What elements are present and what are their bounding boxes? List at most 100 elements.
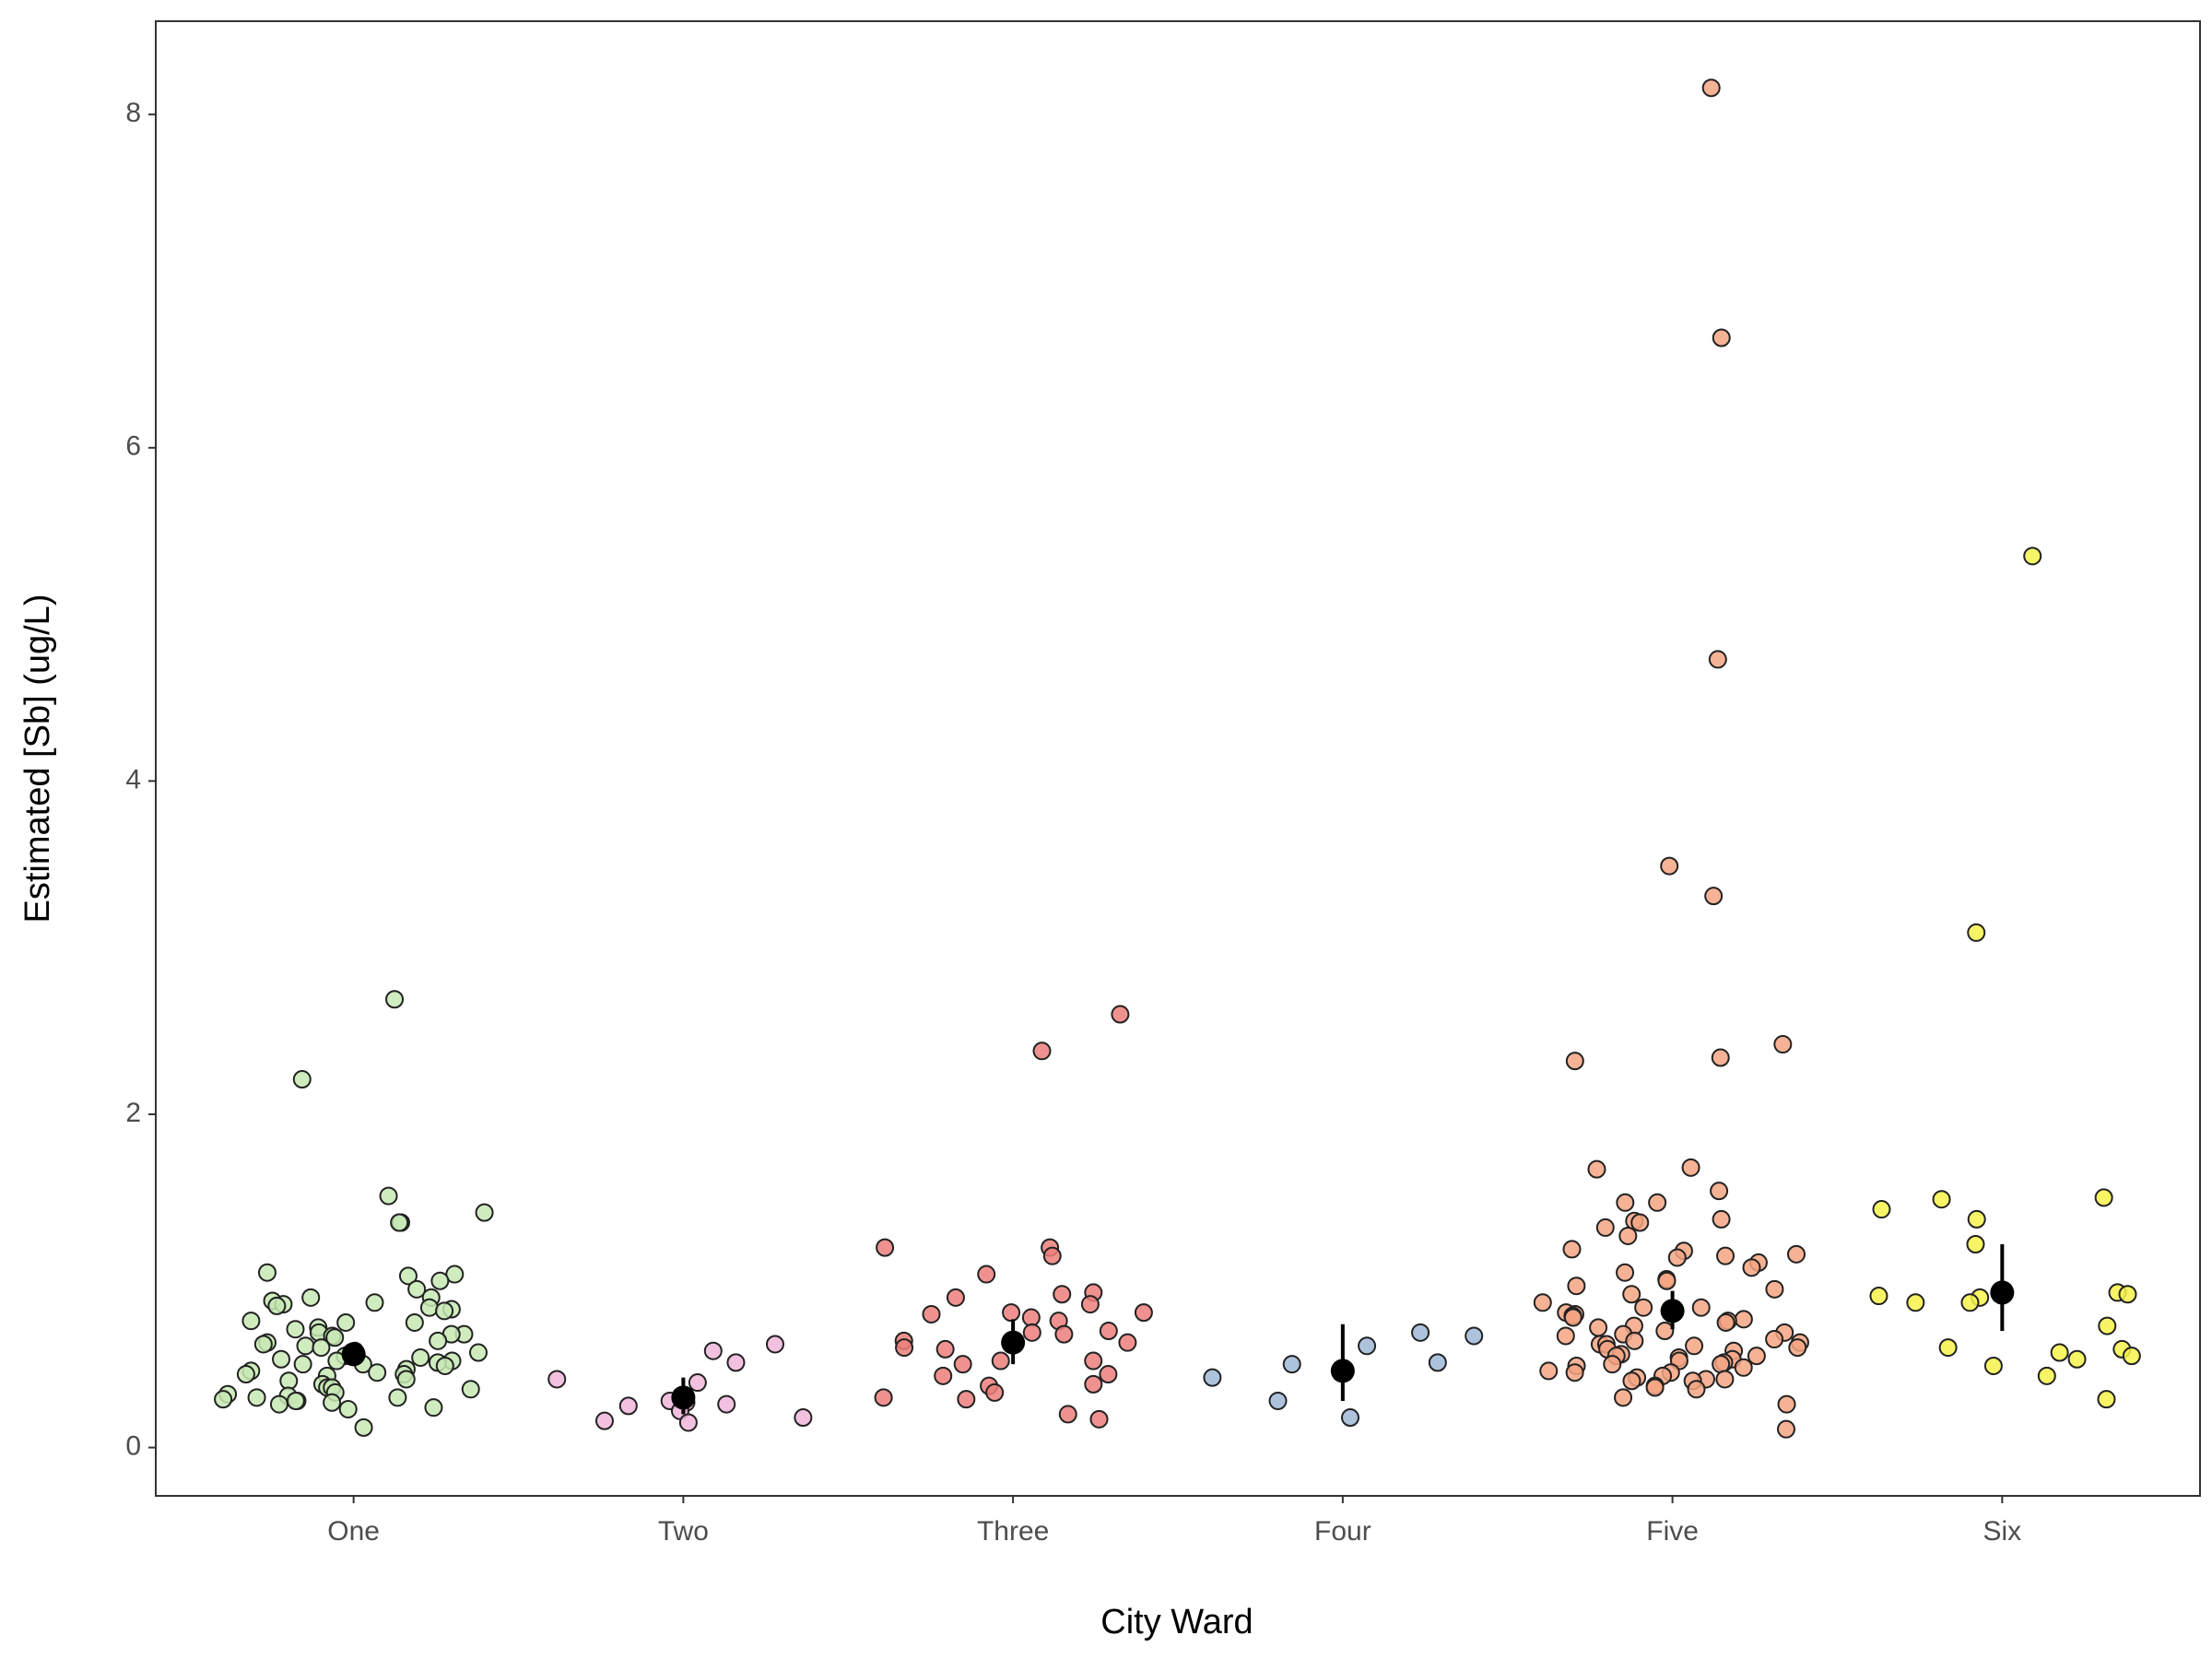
data-point xyxy=(1054,1324,1074,1344)
data-point xyxy=(1711,1048,1730,1067)
data-point xyxy=(1869,1287,1888,1306)
data-point xyxy=(365,1293,384,1312)
data-point xyxy=(269,1394,288,1414)
data-point xyxy=(977,1265,996,1284)
data-point xyxy=(2097,1390,2116,1409)
data-point xyxy=(1773,1035,1793,1054)
data-point xyxy=(1622,1285,1641,1304)
data-point xyxy=(1622,1371,1641,1391)
data-point xyxy=(1603,1355,1622,1374)
data-point xyxy=(247,1388,266,1407)
data-point xyxy=(1983,1356,2003,1375)
data-point xyxy=(1618,1226,1638,1245)
data-point xyxy=(1708,650,1727,669)
data-point xyxy=(1625,1331,1644,1350)
data-point xyxy=(703,1341,723,1360)
data-point xyxy=(1634,1298,1653,1317)
data-point xyxy=(1084,1351,1103,1371)
data-point xyxy=(1428,1353,1447,1372)
data-point xyxy=(1118,1333,1137,1352)
data-point xyxy=(312,1338,331,1358)
data-point xyxy=(1341,1408,1360,1428)
data-point xyxy=(1058,1405,1077,1424)
data-point xyxy=(2098,1316,2117,1335)
data-point xyxy=(1712,328,1731,347)
data-point xyxy=(1655,1322,1675,1341)
data-point xyxy=(2037,1366,2056,1385)
data-point xyxy=(1734,1310,1753,1329)
data-point xyxy=(469,1343,488,1362)
data-point xyxy=(2094,1188,2113,1207)
data-point xyxy=(236,1365,255,1384)
data-point xyxy=(1630,1213,1650,1232)
data-point xyxy=(985,1382,1005,1402)
data-point xyxy=(1667,1248,1687,1267)
data-point xyxy=(1616,1193,1635,1212)
data-point xyxy=(323,1393,342,1412)
data-point xyxy=(1704,887,1724,906)
data-point xyxy=(1616,1263,1635,1282)
data-point xyxy=(257,1263,276,1282)
data-point xyxy=(1021,1308,1041,1327)
y-tick-label: 4 xyxy=(125,764,141,794)
data-point xyxy=(1657,1271,1677,1290)
data-point xyxy=(385,990,405,1009)
x-tick-label: Six xyxy=(1983,1516,2022,1547)
data-point xyxy=(293,1355,312,1374)
data-point xyxy=(1567,1277,1586,1296)
data-point xyxy=(1563,1308,1583,1327)
data-point xyxy=(934,1366,953,1385)
data-point xyxy=(794,1408,813,1428)
mean-point xyxy=(341,1342,366,1367)
data-point xyxy=(435,1301,454,1321)
data-point xyxy=(338,1399,358,1418)
mean-point xyxy=(1990,1280,2015,1305)
data-point xyxy=(1080,1295,1100,1314)
data-point xyxy=(296,1336,315,1356)
data-point xyxy=(214,1390,233,1409)
data-point xyxy=(1788,1338,1807,1358)
data-point xyxy=(1645,1378,1665,1397)
data-point xyxy=(1089,1409,1109,1429)
data-point xyxy=(461,1380,480,1399)
data-point xyxy=(1562,1240,1582,1259)
data-point xyxy=(388,1388,407,1407)
data-point xyxy=(1734,1358,1753,1377)
data-point xyxy=(717,1394,736,1414)
data-point xyxy=(547,1370,567,1389)
data-point xyxy=(1872,1200,1891,1219)
data-point xyxy=(895,1338,914,1358)
data-point xyxy=(1660,856,1679,876)
data-point xyxy=(286,1320,305,1339)
data-point xyxy=(2067,1349,2087,1369)
data-point xyxy=(953,1355,972,1374)
data-point xyxy=(1967,1209,1986,1229)
data-point xyxy=(301,1288,321,1307)
data-point xyxy=(1002,1303,1021,1323)
data-point xyxy=(1787,1244,1806,1264)
data-point xyxy=(1765,1330,1784,1349)
data-point xyxy=(1938,1338,1958,1358)
data-point xyxy=(1134,1303,1153,1323)
data-point xyxy=(1765,1279,1784,1299)
data-point xyxy=(1587,1159,1606,1179)
data-point xyxy=(1966,1235,1985,1254)
data-point xyxy=(946,1288,965,1307)
x-axis-title: City Ward xyxy=(1100,1603,1253,1641)
mean-point xyxy=(1660,1299,1685,1324)
data-point xyxy=(241,1312,261,1331)
data-point xyxy=(267,1296,287,1315)
data-point xyxy=(435,1356,454,1375)
data-point xyxy=(618,1396,638,1416)
y-axis-title: Estimated [Sb] (ug/L) xyxy=(18,594,57,924)
data-point xyxy=(354,1418,373,1437)
data-point xyxy=(272,1349,291,1369)
data-point xyxy=(1932,1190,1951,1209)
data-point xyxy=(2050,1343,2069,1362)
data-point xyxy=(2122,1347,2141,1366)
x-tick-label: Three xyxy=(977,1516,1049,1547)
data-point xyxy=(368,1363,387,1382)
data-point xyxy=(1967,923,1986,942)
x-tick-label: Two xyxy=(658,1516,709,1547)
